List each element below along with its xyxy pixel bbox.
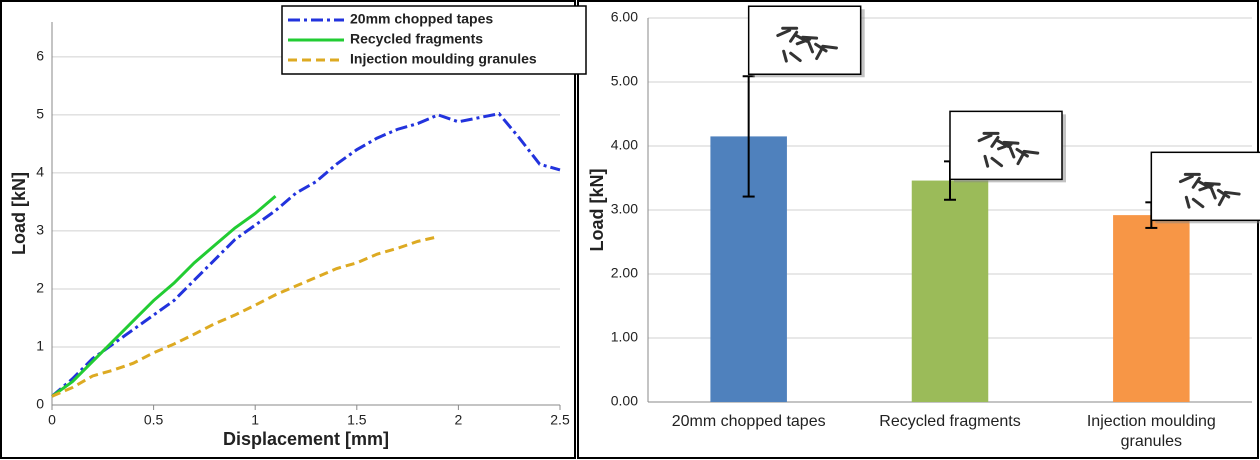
- photo-fibre: [776, 28, 792, 38]
- photo-fibre: [801, 35, 819, 40]
- photo-fibre: [789, 51, 802, 63]
- x-tick-label: Injection moulding granules: [1087, 413, 1216, 450]
- photo-fibre: [814, 42, 828, 53]
- y-tick-label: 6: [36, 48, 44, 64]
- y-tick-label: 6.00: [611, 9, 638, 25]
- photo-fibre: [983, 154, 990, 168]
- x-tick-label: 20mm chopped tapes: [672, 413, 826, 430]
- series-line: [51, 112, 561, 398]
- photo-frame: [747, 5, 862, 75]
- y-tick-label: 0: [36, 396, 44, 412]
- photo-fibre: [1223, 190, 1241, 196]
- photo-fibre: [789, 30, 799, 43]
- photo-fibre: [990, 156, 1004, 168]
- series-line: [51, 194, 277, 398]
- y-tick-label: 4.00: [611, 137, 638, 153]
- photo-fibre: [1198, 183, 1214, 192]
- x-tick-label: 1: [251, 412, 259, 428]
- photo-fibre: [1002, 140, 1020, 145]
- x-tick-label: 0.5: [144, 412, 164, 428]
- legend-label: Recycled fragments: [350, 31, 483, 47]
- photo-fibre: [990, 135, 1000, 148]
- photo-fibre: [1191, 197, 1205, 209]
- y-tick-label: 1: [36, 338, 44, 354]
- photo-fibre: [1015, 147, 1029, 158]
- y-axis-title: Load [kN]: [587, 169, 607, 252]
- photo-fibre: [1203, 181, 1221, 186]
- x-tick-label: 2: [455, 412, 463, 428]
- y-tick-label: 3.00: [611, 201, 638, 217]
- photo-fibre: [815, 47, 824, 61]
- photo-fibre: [1217, 193, 1226, 207]
- legend-label: Injection moulding granules: [350, 51, 537, 67]
- photo-fibre: [1209, 186, 1217, 200]
- photo-fibre: [1191, 176, 1201, 189]
- y-tick-label: 1.00: [611, 329, 638, 345]
- y-tick-label: 3: [36, 222, 44, 238]
- y-tick-label: 0.00: [611, 393, 638, 409]
- x-tick-label: 2.5: [550, 412, 570, 428]
- legend-label: 20mm chopped tapes: [350, 11, 493, 27]
- y-tick-label: 5.00: [611, 73, 638, 89]
- x-axis-title: Displacement [mm]: [223, 429, 389, 449]
- photo-fibre: [807, 40, 815, 54]
- y-axis-title: Load [kN]: [9, 172, 29, 255]
- y-tick-label: 2.00: [611, 265, 638, 281]
- photo-fibre: [1022, 149, 1040, 155]
- photo-fibre: [997, 142, 1013, 151]
- photo-fibre: [1184, 195, 1191, 209]
- y-tick-label: 5: [36, 106, 44, 122]
- photo-fibre: [1178, 174, 1194, 184]
- y-tick-label: 4: [36, 164, 44, 180]
- left-panel-frame: [0, 0, 576, 459]
- photo-fibre: [782, 49, 788, 63]
- y-tick-label: 2: [36, 280, 44, 296]
- right-panel-frame: [577, 0, 1259, 459]
- photo-fibre: [1008, 145, 1016, 159]
- x-tick-label: 0: [48, 412, 56, 428]
- photo-fibre: [795, 37, 812, 46]
- bar: [911, 180, 989, 402]
- x-tick-label: 1.5: [347, 412, 367, 428]
- photo-fibre: [1016, 152, 1025, 166]
- photo-fibre: [1216, 188, 1231, 199]
- photo-fibre: [821, 44, 838, 50]
- x-tick-label: Recycled fragments: [879, 413, 1020, 430]
- series-line: [51, 235, 439, 398]
- photo-fibre: [977, 133, 993, 143]
- bar: [1113, 215, 1190, 402]
